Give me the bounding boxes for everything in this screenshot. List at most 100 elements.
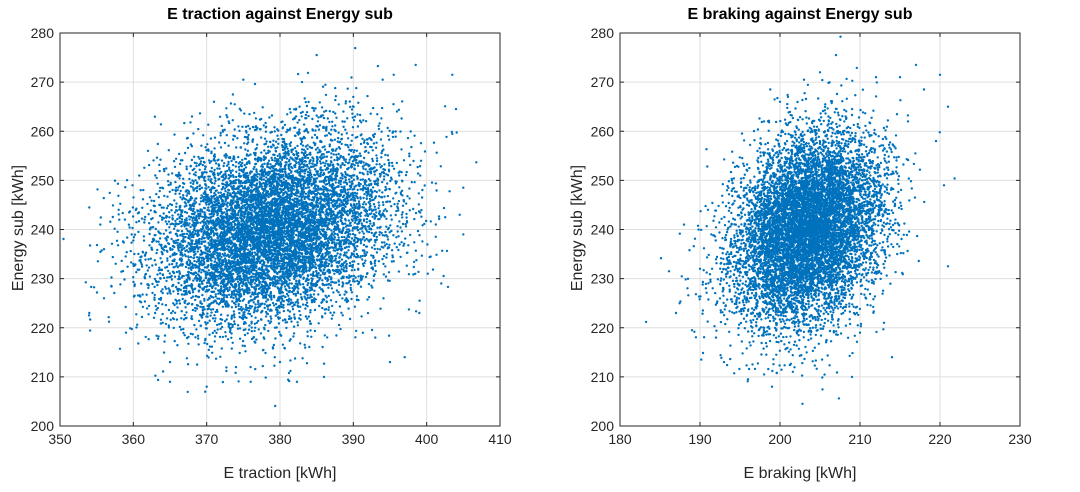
scatter-point	[274, 327, 276, 329]
scatter-point	[232, 138, 234, 140]
scatter-point	[392, 234, 394, 236]
scatter-point	[339, 305, 341, 307]
scatter-point	[308, 346, 310, 348]
scatter-point	[306, 105, 308, 107]
scatter-point	[319, 274, 321, 276]
scatter-point	[418, 192, 420, 194]
scatter-point	[359, 220, 361, 222]
scatter-point	[122, 270, 124, 272]
scatter-point	[210, 233, 212, 235]
scatter-point	[336, 156, 338, 158]
scatter-point	[185, 202, 187, 204]
scatter-point	[200, 271, 202, 273]
scatter-point	[166, 292, 168, 294]
scatter-point	[378, 122, 380, 124]
scatter-point	[188, 172, 190, 174]
scatter-point	[447, 286, 449, 288]
scatter-point	[412, 160, 414, 162]
scatter-point	[210, 302, 212, 304]
scatter-point	[336, 206, 338, 208]
scatter-point	[159, 190, 161, 192]
scatter-point	[417, 230, 419, 232]
scatter-point	[283, 148, 285, 150]
scatter-point	[398, 220, 400, 222]
scatter-point	[265, 176, 267, 178]
scatter-point	[369, 223, 371, 225]
scatter-point	[384, 154, 386, 156]
scatter-point	[374, 190, 376, 192]
scatter-point	[213, 198, 215, 200]
scatter-point	[235, 271, 237, 273]
scatter-point	[353, 240, 355, 242]
scatter-point	[276, 135, 278, 137]
scatter-point	[251, 227, 253, 229]
scatter-point	[251, 330, 253, 332]
scatter-point	[163, 340, 165, 342]
scatter-point	[196, 190, 198, 192]
scatter-point	[285, 131, 287, 133]
scatter-point	[294, 147, 296, 149]
scatter-point	[226, 134, 228, 136]
scatter-point	[339, 210, 341, 212]
scatter-point	[132, 239, 134, 241]
scatter-point	[306, 331, 308, 333]
scatter-point	[206, 236, 208, 238]
scatter-point	[351, 260, 353, 262]
scatter-point	[262, 349, 264, 351]
scatter-point	[224, 142, 226, 144]
scatter-point	[206, 260, 208, 262]
scatter-point	[196, 256, 198, 258]
scatter-point	[167, 270, 169, 272]
scatter-point	[406, 171, 408, 173]
scatter-point	[170, 238, 172, 240]
scatter-point	[130, 242, 132, 244]
scatter-point	[229, 180, 231, 182]
scatter-point	[223, 296, 225, 298]
scatter-point	[132, 206, 134, 208]
scatter-point	[242, 345, 244, 347]
scatter-point	[297, 324, 299, 326]
scatter-point	[338, 284, 340, 286]
scatter-point	[244, 136, 246, 138]
scatter-point	[237, 278, 239, 280]
scatter-point	[268, 116, 270, 118]
scatter-point	[182, 182, 184, 184]
scatter-point	[201, 294, 203, 296]
scatter-point	[363, 193, 365, 195]
scatter-point	[219, 356, 221, 358]
scatter-point	[290, 202, 292, 204]
scatter-point	[371, 158, 373, 160]
scatter-point	[191, 239, 193, 241]
scatter-point	[254, 83, 256, 85]
scatter-point	[281, 280, 283, 282]
scatter-point	[362, 119, 364, 121]
scatter-point	[329, 110, 331, 112]
scatter-point	[325, 284, 327, 286]
scatter-point	[238, 130, 240, 132]
scatter-point	[357, 125, 359, 127]
scatter-point	[318, 128, 320, 130]
scatter-point	[216, 324, 218, 326]
scatter-point	[376, 227, 378, 229]
scatter-point	[312, 264, 314, 266]
scatter-point	[213, 291, 215, 293]
scatter-point	[89, 244, 91, 246]
scatter-point	[194, 336, 196, 338]
scatter-point	[278, 163, 280, 165]
scatter-point	[137, 231, 139, 233]
scatter-point	[351, 207, 353, 209]
scatter-point	[364, 151, 366, 153]
scatter-point	[272, 302, 274, 304]
scatter-point	[235, 146, 237, 148]
scatter-point	[176, 210, 178, 212]
scatter-point	[357, 155, 359, 157]
scatter-point	[190, 269, 192, 271]
scatter-point	[314, 168, 316, 170]
scatter-point	[201, 306, 203, 308]
scatter-point	[283, 310, 285, 312]
scatter-point	[160, 319, 162, 321]
scatter-point	[313, 110, 315, 112]
scatter-point	[248, 310, 250, 312]
scatter-point	[421, 189, 423, 191]
scatter-point	[290, 317, 292, 319]
